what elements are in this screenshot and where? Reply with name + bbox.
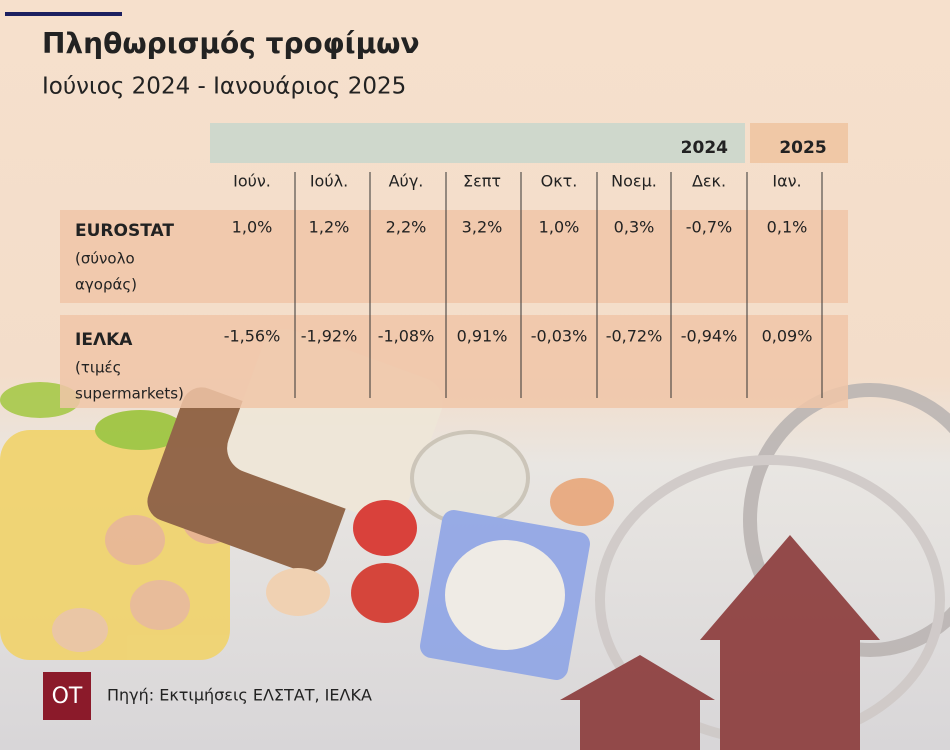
food-photo bbox=[0, 329, 950, 750]
cell-value: -0,7% bbox=[686, 218, 732, 237]
column-header: Ιούν. bbox=[233, 172, 271, 191]
column-header: Αύγ. bbox=[389, 172, 424, 191]
row-label: EUROSTAT bbox=[75, 221, 174, 241]
cell-value: 2,2% bbox=[386, 218, 427, 237]
year-label: 2025 bbox=[779, 138, 826, 158]
subtitle: Ιούνιος 2024 - Ιανουάριος 2025 bbox=[42, 74, 406, 100]
cell-value: 1,2% bbox=[309, 218, 350, 237]
row-note: (τιμές bbox=[75, 359, 121, 377]
cell-value: 0,1% bbox=[767, 218, 808, 237]
row-note: supermarkets) bbox=[75, 385, 184, 403]
column-header: Ιούλ. bbox=[310, 172, 348, 191]
column-header: Ιαν. bbox=[772, 172, 801, 191]
column-header: Δεκ. bbox=[692, 172, 726, 191]
cell-value: 1,0% bbox=[539, 218, 580, 237]
logo-box bbox=[43, 672, 91, 720]
cell-value: -1,56% bbox=[224, 327, 281, 346]
row-band bbox=[60, 210, 848, 303]
row-note: (σύνολο bbox=[75, 250, 135, 268]
cell-value: -0,72% bbox=[606, 327, 663, 346]
table: 2024 2025 Ιούν. Ιούλ. Αύγ. Σεπτ Οκτ. Νοεμ. Δεκ. Ι… bbox=[75, 138, 827, 403]
cell-value: 0,91% bbox=[457, 327, 508, 346]
cell-value: -0,94% bbox=[681, 327, 738, 346]
year-label: 2024 bbox=[681, 138, 728, 158]
cell-value: 3,2% bbox=[462, 218, 503, 237]
column-header: Σεπτ bbox=[463, 172, 501, 191]
cell-value: -1,92% bbox=[301, 327, 358, 346]
cell-value: -0,03% bbox=[531, 327, 588, 346]
year-band bbox=[210, 123, 745, 163]
row-band bbox=[60, 315, 848, 408]
row-note: αγοράς) bbox=[75, 276, 137, 294]
cell-value: 1,0% bbox=[232, 218, 273, 237]
title: Πληθωρισμός τροφίμων bbox=[42, 27, 420, 60]
column-header: Οκτ. bbox=[541, 172, 578, 191]
source: Πηγή: Εκτιμήσεις ΕΛΣΤΑΤ, ΙΕΛΚΑ bbox=[107, 686, 372, 705]
cell-value: 0,3% bbox=[614, 218, 655, 237]
cell-value: -1,08% bbox=[378, 327, 435, 346]
column-header: Νοεμ. bbox=[611, 172, 657, 191]
year-band bbox=[750, 123, 848, 163]
cell-value: 0,09% bbox=[762, 327, 813, 346]
row-label: ΙΕΛΚΑ bbox=[75, 330, 133, 350]
accent-line bbox=[5, 12, 122, 16]
logo: OT bbox=[52, 684, 83, 709]
